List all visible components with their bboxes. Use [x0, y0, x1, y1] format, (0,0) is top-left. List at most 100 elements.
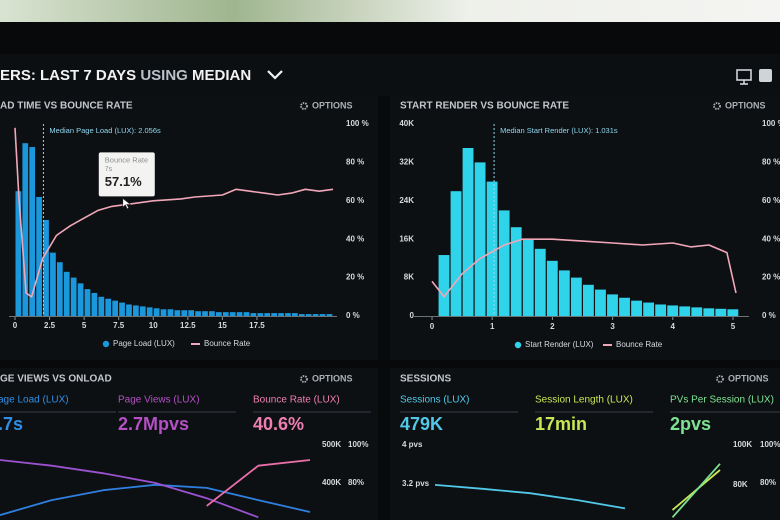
histogram-bar [202, 311, 208, 316]
histogram-bar [133, 305, 139, 316]
x-tick-label: 4 [671, 322, 676, 331]
axis-tick-label: 100% [760, 440, 780, 449]
metric-value: .7s [0, 414, 23, 434]
panel [0, 368, 378, 520]
panel-title: SESSIONS [400, 374, 451, 385]
x-tick-label: 2 [550, 322, 555, 331]
histogram-bar [462, 148, 474, 316]
options-button[interactable]: OPTIONS [725, 100, 766, 110]
histogram-bar [63, 271, 70, 316]
title-range: LAST 7 DAYS [40, 67, 136, 84]
histogram-bar [36, 196, 42, 316]
histogram-bar [43, 220, 49, 316]
histogram-bar [15, 191, 22, 316]
histogram-bar [319, 314, 326, 316]
histogram-bar [215, 312, 222, 316]
axis-tick-label: 0 % [346, 311, 360, 320]
cursor [122, 197, 132, 210]
x-tick-label: 12.5 [180, 321, 196, 330]
axis-tick-label: 4 pvs [402, 440, 423, 449]
histogram-bar [522, 239, 534, 316]
axis-tick-label: 80 % [346, 158, 364, 167]
x-tick-label: 0 [430, 322, 435, 331]
title-using: USING [140, 67, 188, 84]
histogram-bar [126, 304, 132, 316]
median-label: Median Start Render (LUX): 1.031s [500, 126, 618, 135]
histogram-bar [98, 296, 105, 316]
histogram-bar [105, 298, 112, 316]
histogram-bar [558, 270, 570, 316]
histogram-bar [438, 255, 450, 316]
metric-value: 17min [535, 414, 587, 434]
metric-label: Page Views (LUX) [118, 395, 200, 406]
metric-value: 2.7Mpvs [118, 414, 189, 434]
histogram-bar [326, 314, 333, 316]
options-icon [713, 102, 721, 110]
metric-value: 479K [400, 414, 443, 434]
histogram-bar [264, 313, 271, 316]
histogram-bar [631, 300, 642, 316]
axis-tick-label: 40 % [346, 234, 364, 243]
histogram-bar [292, 313, 298, 316]
histogram-bar [174, 310, 181, 316]
histogram-bar [70, 277, 77, 316]
tooltip-box [98, 152, 155, 197]
metric-value: 2pvs [670, 414, 711, 434]
histogram-bar [195, 311, 201, 316]
axis-tick-label: 24K [399, 196, 414, 205]
histogram-bar [236, 312, 243, 316]
panel-title: START RENDER VS BOUNCE RATE [400, 101, 569, 112]
histogram-bar [50, 252, 56, 316]
histogram-bar [222, 312, 229, 316]
histogram-bar [655, 304, 667, 316]
axis-tick-label: 100 % [346, 119, 369, 128]
histogram-bar [271, 313, 277, 316]
histogram-bar [167, 309, 174, 316]
x-tick-label: 1 [490, 322, 495, 331]
legend-label: Start Render (LUX) [525, 340, 594, 349]
x-tick-label: 15 [218, 321, 227, 330]
histogram-bar [534, 248, 546, 316]
histogram-bar [727, 309, 739, 316]
axis-tick-label: 80% [348, 478, 364, 487]
axis-tick-label: 3.2 pvs [402, 479, 430, 488]
histogram-bar [679, 306, 691, 316]
monitor-icon[interactable] [736, 69, 752, 85]
histogram-bar [619, 297, 630, 316]
histogram-bar [119, 302, 125, 316]
header-title: ERS: LAST 7 DAYS USING MEDIAN [0, 67, 251, 84]
axis-tick-label: 400K [322, 478, 341, 487]
axis-tick-label: 100 % [762, 119, 780, 128]
histogram-bar [188, 310, 195, 316]
expand-icon[interactable] [759, 69, 772, 82]
histogram-bar [181, 310, 188, 316]
histogram-bar [607, 294, 618, 316]
options-button[interactable]: OPTIONS [312, 100, 353, 110]
metric-label: Bounce Rate (LUX) [253, 395, 340, 406]
histogram-bar [29, 147, 36, 316]
histogram-bar [56, 262, 63, 316]
options-button[interactable]: OPTIONS [728, 373, 769, 383]
histogram-bar [715, 308, 727, 316]
options-icon [716, 375, 724, 383]
histogram-bar [84, 289, 91, 316]
histogram-bar [546, 260, 558, 316]
histogram-bar [278, 313, 284, 316]
x-tick-label: 7.5 [113, 321, 125, 330]
series-line [14, 127, 334, 298]
tooltip-title: Bounce Rate [105, 155, 148, 164]
histogram-bar [146, 307, 153, 316]
header-bar [0, 54, 780, 96]
histogram-bar [498, 210, 510, 316]
dropdown-chevron[interactable] [267, 70, 283, 80]
series-line [206, 459, 311, 507]
histogram-bar [153, 308, 160, 316]
histogram-bar [595, 289, 606, 316]
options-button[interactable]: OPTIONS [312, 373, 353, 383]
panel [390, 368, 780, 520]
tooltip-value: 57.1% [105, 174, 142, 189]
series-line [434, 484, 626, 510]
histogram-bar [510, 227, 522, 316]
